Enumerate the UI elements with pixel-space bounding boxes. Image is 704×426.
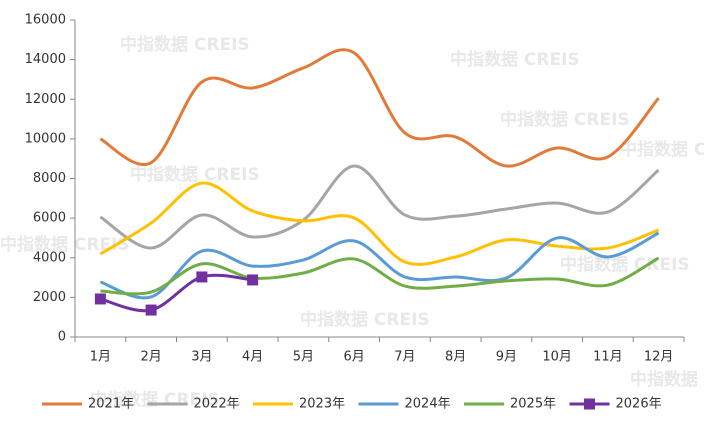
x-tick-label: 9月 [496, 350, 517, 365]
x-tick-label: 3月 [191, 350, 212, 365]
series-line [99, 181, 660, 266]
legend-marker [584, 398, 595, 410]
x-tick-label: 10月 [542, 350, 572, 365]
watermark: 中指数据 CREIS [620, 139, 704, 160]
y-tick-label: 12000 [25, 92, 66, 107]
series-line [99, 273, 253, 313]
legend-label: 2026年 [616, 397, 662, 412]
series-line [100, 256, 660, 296]
y-tick-label: 14000 [25, 52, 66, 67]
y-tick-label: 16000 [25, 13, 66, 28]
watermark: 中指数据 CREIS [450, 49, 580, 70]
y-tick-label: 6000 [33, 211, 66, 226]
watermark: 中指数据 CREIS [0, 234, 130, 255]
watermark: 中指数据 CREIS [120, 34, 250, 55]
x-tick-label: 11月 [593, 350, 623, 365]
legend-label: 2021年 [88, 397, 134, 412]
x-tick-label: 4月 [242, 350, 263, 365]
y-tick-label: 10000 [25, 131, 66, 146]
legend-label: 2024年 [405, 397, 451, 412]
series-line [99, 164, 660, 250]
x-tick-label: 8月 [445, 350, 466, 365]
marker [145, 304, 157, 316]
y-tick-label: 2000 [33, 290, 66, 305]
legend-label: 2023年 [299, 397, 345, 412]
legend-label: 2025年 [510, 397, 556, 412]
watermark: 中指数据 CREIS [130, 164, 260, 185]
series-line [99, 48, 660, 168]
x-tick-label: 12月 [644, 350, 674, 365]
series-line [99, 231, 660, 300]
watermark: 中指数据 CREIS [500, 109, 630, 130]
watermark: 中指数据 CREIS [560, 254, 690, 275]
y-tick-label: 0 [58, 330, 66, 345]
x-tick-label: 7月 [394, 350, 415, 365]
x-tick-label: 2月 [140, 350, 161, 365]
x-tick-label: 5月 [293, 350, 314, 365]
marker [247, 274, 259, 286]
legend-label: 2022年 [194, 397, 240, 412]
x-tick-label: 6月 [343, 350, 364, 365]
marker [196, 271, 208, 283]
watermark: 中指数据 CREIS [300, 309, 430, 330]
watermark: 中指数据 CREIS [630, 369, 704, 390]
x-tick-label: 1月 [90, 350, 111, 365]
y-tick-label: 8000 [33, 171, 66, 186]
marker [94, 293, 106, 305]
y-tick-label: 4000 [33, 250, 66, 265]
